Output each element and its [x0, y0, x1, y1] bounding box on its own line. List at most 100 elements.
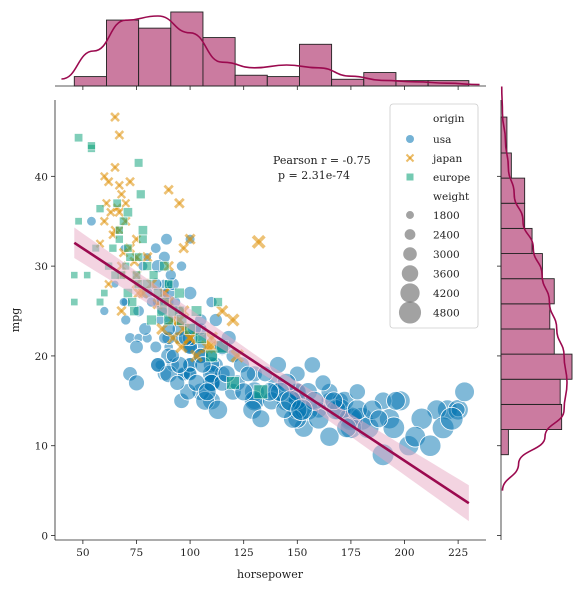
usa-point: [239, 365, 257, 383]
usa-point: [165, 348, 180, 363]
japan-point: [156, 322, 169, 336]
europe-point: [112, 198, 122, 208]
x-tick-label: 225: [448, 547, 468, 559]
europe-point: [74, 133, 84, 143]
europe-point: [123, 243, 133, 253]
europe-point: [138, 234, 148, 244]
legend-size-label: 2400: [433, 230, 460, 242]
right-histogram-bar: [500, 429, 509, 456]
main-axes: [54, 100, 486, 541]
usa-point: [251, 409, 271, 429]
europe-point: [134, 252, 144, 262]
legend-title-weight: weight: [433, 191, 470, 203]
legend-size-label: 4200: [433, 288, 460, 300]
usa-point: [208, 313, 223, 327]
japan-point: [163, 184, 174, 195]
europe-point: [205, 349, 218, 363]
right-histogram-bar: [500, 303, 551, 330]
europe-point: [108, 243, 118, 253]
legend-size-label: 4800: [433, 308, 460, 320]
usa-point: [314, 374, 332, 392]
top-histogram-bar: [266, 76, 300, 87]
europe-point: [127, 297, 138, 307]
legend-size-marker: [401, 265, 419, 282]
top-histogram-bar: [73, 76, 107, 87]
usa-point: [348, 383, 366, 401]
right-histogram-bar: [500, 227, 533, 255]
europe-point: [142, 261, 152, 271]
scatter-points: [70, 112, 475, 466]
usa-point: [120, 314, 132, 326]
x-tick-label: 175: [341, 547, 361, 559]
japan-point: [173, 197, 185, 209]
japan-point: [99, 216, 109, 226]
japan-point: [121, 198, 131, 208]
europe-point: [137, 225, 148, 236]
y-axis-label: mpg: [9, 308, 22, 333]
right-histogram-bar: [500, 177, 526, 204]
right-histogram-bar: [500, 328, 555, 355]
europe-point: [70, 298, 79, 306]
legend-marker-usa: [406, 135, 414, 143]
y-tick-label: 0: [41, 531, 48, 543]
usa-point: [386, 391, 406, 411]
europe-point: [115, 234, 124, 244]
regression-layer: [73, 227, 470, 522]
legend: origin usa japan europe weight 1800 2400 3000 36…: [389, 103, 479, 329]
japan-point: [104, 279, 114, 289]
top-histogram-ticks: [82, 86, 459, 90]
legend-size-marker: [403, 247, 417, 261]
top-histogram-bar: [298, 43, 333, 87]
p-value-annotation: p = 2.31e-74: [278, 169, 350, 182]
europe-point: [115, 225, 124, 235]
europe-point: [74, 217, 83, 226]
x-tick-label: 50: [76, 547, 89, 559]
top-histogram-bar: [106, 19, 140, 87]
europe-point: [134, 158, 144, 168]
europe-point: [100, 289, 109, 298]
usa-point: [439, 406, 464, 431]
japan-point: [116, 189, 127, 199]
legend-size-label: 1800: [433, 210, 460, 222]
top-histogram-bar: [138, 27, 172, 87]
usa-point: [382, 416, 406, 439]
europe-point: [146, 314, 157, 326]
x-tick-label: 150: [287, 547, 307, 559]
europe-point: [95, 297, 105, 307]
japan-point: [189, 349, 204, 363]
usa-point: [169, 374, 186, 391]
right-histogram-ticks: [497, 175, 501, 536]
legend-size-marker: [404, 229, 416, 240]
legend-label-europe: europe: [433, 172, 470, 184]
usa-point: [207, 399, 229, 420]
legend-marker-japan: [405, 153, 415, 163]
usa-point: [129, 339, 144, 355]
usa-point: [118, 297, 129, 307]
europe-point: [125, 252, 135, 262]
legend-size-marker: [406, 211, 414, 219]
japan-point: [184, 233, 196, 245]
europe-point: [119, 216, 129, 226]
usa-point: [175, 260, 188, 272]
usa-point: [319, 426, 340, 447]
japan-point: [106, 207, 116, 217]
x-tick-label: 125: [234, 547, 254, 559]
japan-point: [116, 305, 127, 317]
top-histogram-kde-curve: [61, 15, 480, 86]
legend-size-marker: [400, 283, 420, 303]
usa-point: [86, 215, 97, 227]
japan-point: [114, 180, 124, 190]
usa-point: [128, 374, 145, 392]
legend-title-origin: origin: [433, 113, 465, 125]
y-tick-label: 20: [35, 351, 48, 363]
right-histogram-bar: [500, 253, 543, 280]
japan-point: [178, 242, 190, 254]
japan-point: [166, 331, 180, 345]
usa-point: [454, 381, 475, 403]
usa-point: [419, 434, 442, 457]
japan-point: [216, 304, 229, 318]
right-histogram-bar: [500, 378, 561, 405]
legend-label-japan: japan: [431, 153, 462, 165]
europe-point: [95, 204, 105, 213]
right-histogram-kde-curve: [500, 86, 568, 491]
